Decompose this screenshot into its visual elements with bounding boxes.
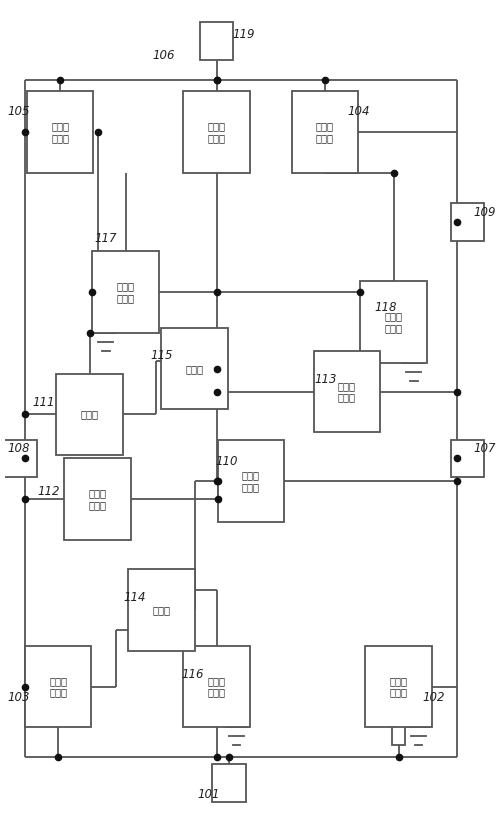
Bar (391, 706, 404, 745)
Bar (365, 646, 431, 727)
Bar (92, 251, 158, 333)
Text: 106: 106 (152, 49, 175, 62)
Bar (183, 92, 249, 173)
Bar (313, 351, 379, 433)
Text: 103: 103 (8, 691, 30, 704)
Text: 正与门: 正与门 (152, 605, 170, 615)
Bar (217, 440, 284, 522)
Text: 118: 118 (373, 301, 396, 314)
Text: 第四控
制开关: 第四控 制开关 (51, 121, 69, 143)
Bar (128, 569, 194, 651)
Text: 116: 116 (181, 668, 203, 681)
Text: 104: 104 (346, 106, 369, 118)
Bar (212, 764, 245, 802)
Bar (360, 281, 426, 363)
Text: 112: 112 (37, 484, 60, 498)
Bar (56, 374, 123, 455)
Text: 第三控
制开关: 第三控 制开关 (315, 121, 333, 143)
Bar (161, 328, 227, 409)
Bar (450, 439, 483, 478)
Bar (291, 92, 357, 173)
Text: 第五控
制开关: 第五控 制开关 (207, 121, 225, 143)
Text: 或非门: 或非门 (185, 364, 203, 374)
Text: 105: 105 (8, 106, 30, 118)
Bar (25, 646, 91, 727)
Text: 第二控
制开关: 第二控 制开关 (49, 676, 67, 697)
Text: 107: 107 (472, 442, 495, 455)
Bar (450, 203, 483, 240)
Text: 第一控
制开关: 第一控 制开关 (389, 676, 407, 697)
Text: 117: 117 (94, 232, 117, 245)
Text: 109: 109 (472, 206, 495, 219)
Bar (27, 92, 93, 173)
Text: 101: 101 (197, 788, 220, 801)
Bar (3, 439, 37, 478)
Text: 114: 114 (123, 591, 145, 603)
Text: 115: 115 (150, 349, 173, 362)
Text: 第九控
制开关: 第九控 制开关 (384, 311, 402, 333)
Text: 119: 119 (232, 28, 255, 41)
Text: 102: 102 (421, 691, 444, 704)
Bar (199, 22, 233, 60)
Text: 第三检
测电路: 第三检 测电路 (88, 488, 106, 510)
Text: 第七控
制开关: 第七控 制开关 (207, 676, 225, 697)
Bar (64, 458, 130, 540)
Text: 111: 111 (32, 397, 55, 409)
Text: 缓冲器: 缓冲器 (81, 409, 98, 419)
Text: 113: 113 (313, 373, 336, 386)
Text: 110: 110 (215, 455, 237, 468)
Bar (183, 646, 249, 727)
Text: 第八控
制开关: 第八控 制开关 (116, 281, 134, 303)
Text: 第一检
测电路: 第一检 测电路 (241, 470, 260, 492)
Text: 108: 108 (7, 442, 30, 455)
Text: 第二检
测电路: 第二检 测电路 (337, 381, 355, 403)
